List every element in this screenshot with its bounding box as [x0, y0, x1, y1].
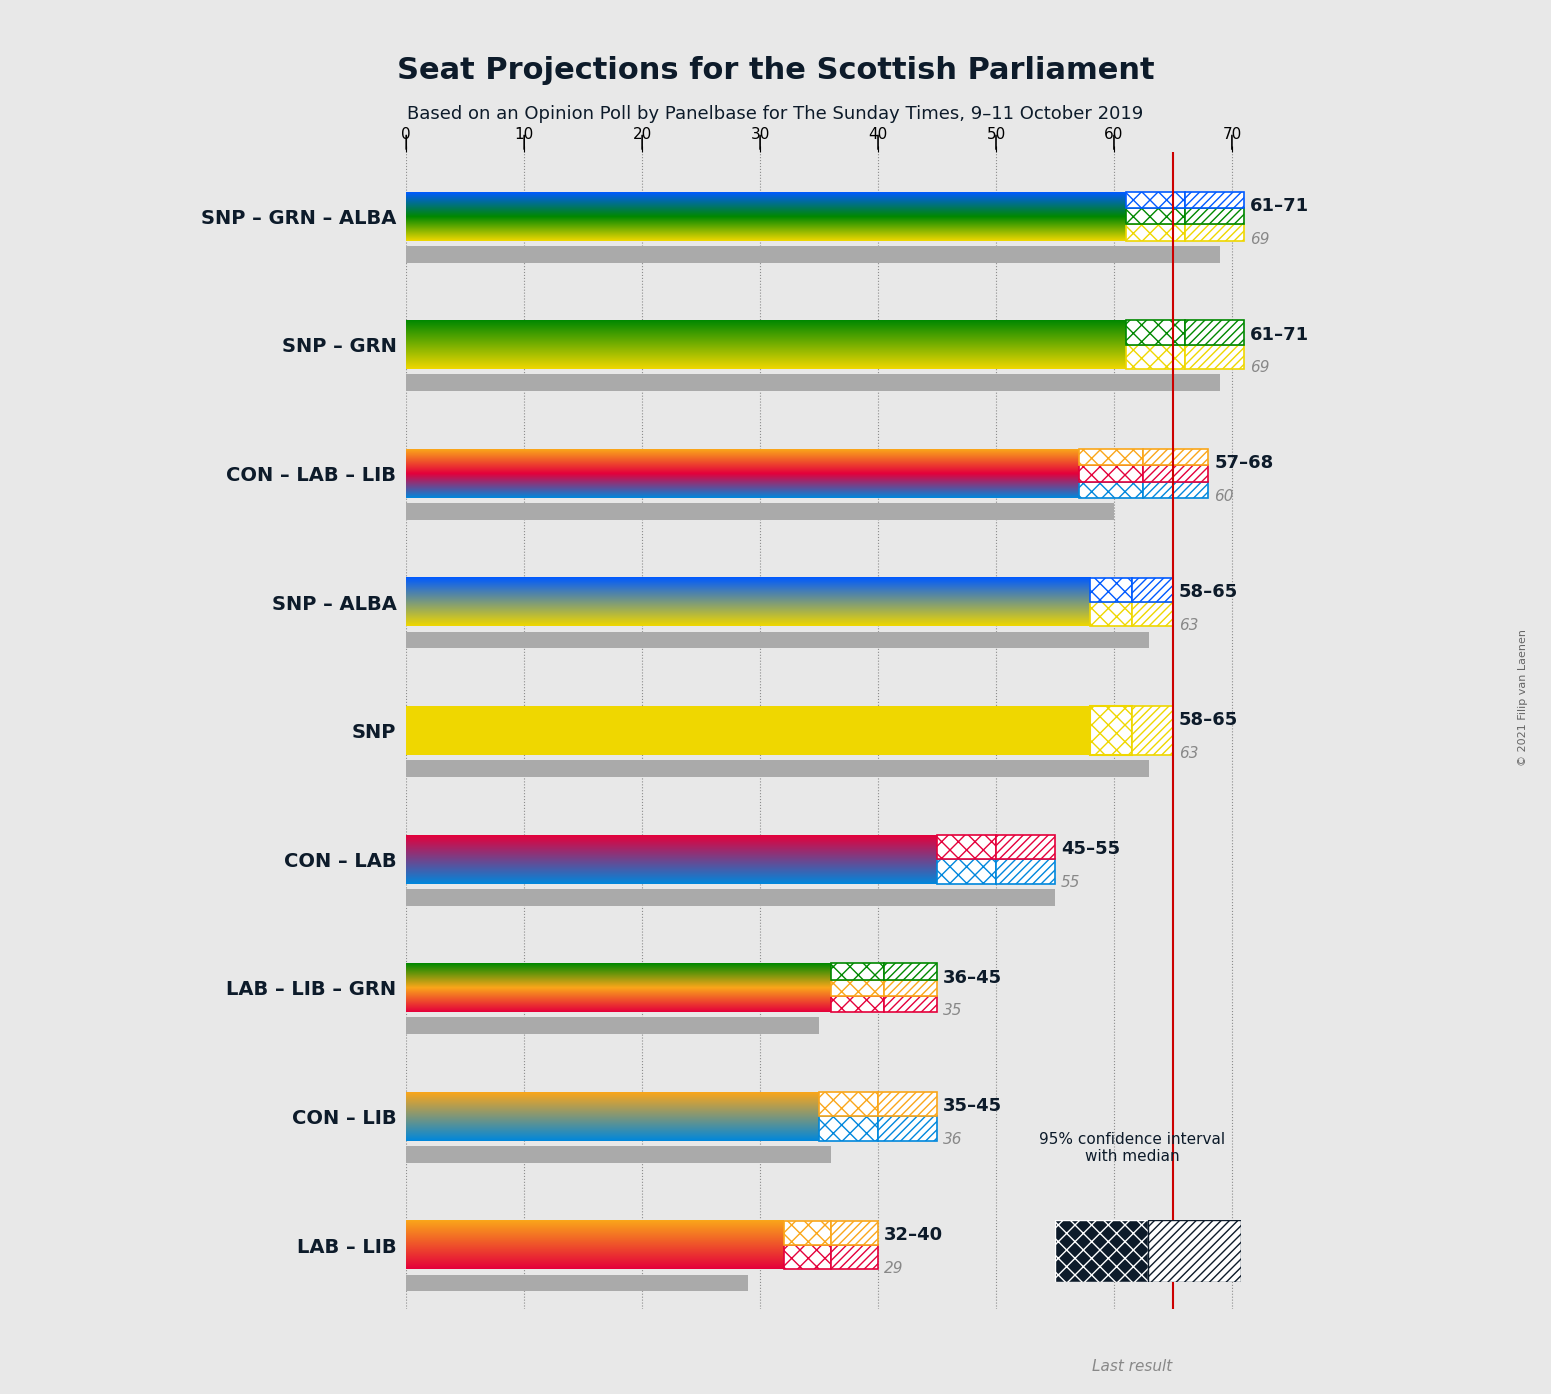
Text: 57–68: 57–68: [1214, 454, 1273, 473]
Bar: [406, 503, 1114, 520]
Text: 95% confidence interval
with median: 95% confidence interval with median: [1039, 1132, 1225, 1164]
Text: Seat Projections for the Scottish Parliament: Seat Projections for the Scottish Parlia…: [397, 56, 1154, 85]
Bar: [878, 1117, 937, 1140]
Bar: [1185, 224, 1244, 241]
Bar: [1090, 602, 1132, 626]
Bar: [1126, 344, 1185, 369]
Bar: [1132, 707, 1173, 756]
Bar: [1132, 577, 1173, 602]
Bar: [1078, 466, 1143, 481]
Bar: [406, 707, 1090, 756]
Bar: [406, 1274, 748, 1291]
Bar: [831, 1221, 878, 1245]
Bar: [831, 1245, 878, 1270]
Bar: [1132, 602, 1173, 626]
Bar: [406, 760, 1149, 776]
Bar: [819, 1092, 878, 1117]
Bar: [1078, 449, 1143, 466]
Bar: [1185, 321, 1244, 344]
Text: 63: 63: [1179, 746, 1199, 761]
Bar: [1078, 481, 1143, 498]
Text: 58–65: 58–65: [1179, 711, 1238, 729]
Bar: [406, 1146, 831, 1163]
Text: 69: 69: [1250, 361, 1269, 375]
Bar: [831, 995, 884, 1012]
Bar: [1126, 224, 1185, 241]
Text: 61–71: 61–71: [1250, 326, 1309, 343]
Bar: [937, 859, 996, 884]
Text: © 2021 Filip van Laenen: © 2021 Filip van Laenen: [1518, 629, 1528, 765]
Text: 35–45: 35–45: [943, 1097, 1002, 1115]
Bar: [1185, 344, 1244, 369]
Bar: [406, 889, 1055, 906]
Bar: [1143, 466, 1208, 481]
Bar: [1055, 1220, 1148, 1282]
Bar: [878, 1092, 937, 1117]
Bar: [406, 631, 1149, 648]
Bar: [996, 859, 1055, 884]
Text: 69: 69: [1250, 231, 1269, 247]
Bar: [406, 1018, 819, 1034]
Bar: [406, 375, 1221, 392]
Bar: [1148, 1220, 1241, 1282]
Bar: [996, 835, 1055, 859]
Text: 32–40: 32–40: [884, 1225, 943, 1243]
Bar: [884, 963, 937, 980]
Text: 60: 60: [1214, 489, 1233, 505]
Bar: [937, 835, 996, 859]
Text: 55: 55: [1061, 875, 1081, 889]
Bar: [831, 963, 884, 980]
Bar: [1143, 449, 1208, 466]
Text: 29: 29: [884, 1260, 903, 1276]
Text: 36–45: 36–45: [943, 969, 1002, 987]
Text: 58–65: 58–65: [1179, 583, 1238, 601]
Bar: [1185, 192, 1244, 208]
Bar: [406, 245, 1221, 262]
Text: 63: 63: [1179, 618, 1199, 633]
Bar: [783, 1221, 831, 1245]
Text: 61–71: 61–71: [1250, 197, 1309, 215]
Bar: [1143, 481, 1208, 498]
Bar: [1090, 577, 1132, 602]
Bar: [884, 995, 937, 1012]
Bar: [884, 980, 937, 995]
Bar: [1090, 707, 1132, 756]
Bar: [783, 1245, 831, 1270]
Text: 35: 35: [943, 1004, 963, 1019]
Text: Based on an Opinion Poll by Panelbase for The Sunday Times, 9–11 October 2019: Based on an Opinion Poll by Panelbase fo…: [408, 105, 1143, 123]
Text: 36: 36: [943, 1132, 963, 1147]
Bar: [1185, 208, 1244, 224]
Bar: [831, 980, 884, 995]
Bar: [1090, 707, 1132, 756]
Bar: [1090, 707, 1132, 756]
Bar: [1126, 321, 1185, 344]
Bar: [1126, 192, 1185, 208]
Text: 45–55: 45–55: [1061, 841, 1120, 857]
Text: Last result: Last result: [1092, 1359, 1173, 1374]
Bar: [1126, 208, 1185, 224]
Bar: [819, 1117, 878, 1140]
